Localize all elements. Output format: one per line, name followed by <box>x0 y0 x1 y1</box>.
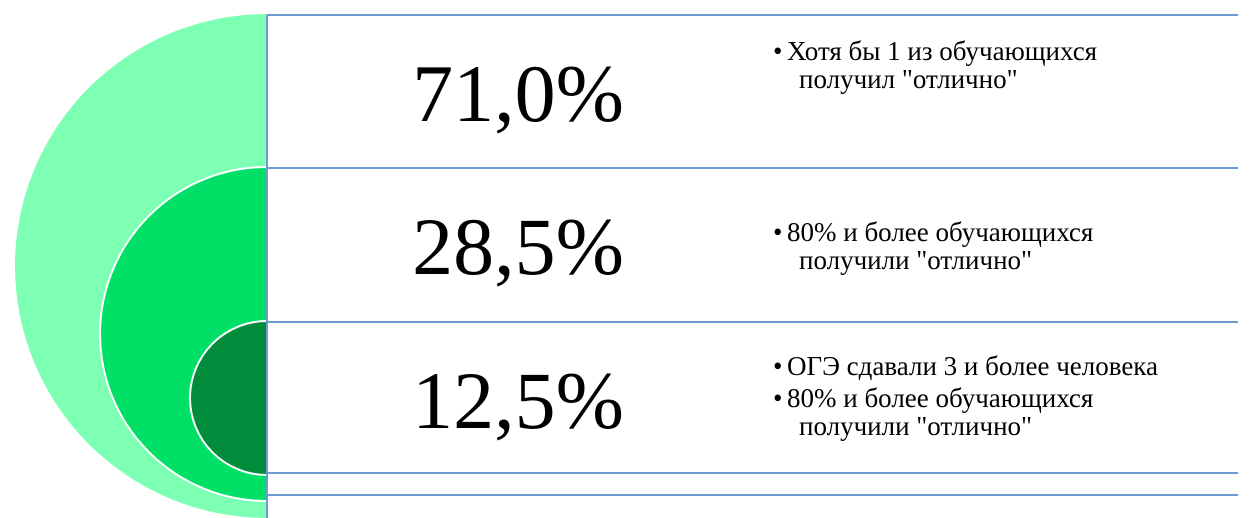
inner-arc <box>189 320 267 476</box>
bullet-text: 80% и более обучающихся <box>787 383 1094 413</box>
row: 12,5% ОГЭ сдавали 3 и более человека80% и… <box>268 322 1238 473</box>
bullet-list: ОГЭ сдавали 3 и более человека80% и боле… <box>773 352 1158 444</box>
percentage: 12,5% <box>412 355 624 446</box>
bullet-text: получил "отлично" <box>799 64 1018 94</box>
percentage: 28,5% <box>412 201 624 292</box>
row-borders <box>266 14 1238 518</box>
percentage: 71,0% <box>412 48 624 139</box>
bullet-text: получили "отлично" <box>799 411 1033 441</box>
bullet-text: получили "отлично" <box>799 245 1033 275</box>
arcs <box>15 14 267 518</box>
bullet-text: ОГЭ сдавали 3 и более человека <box>787 351 1158 381</box>
bullet-item: ОГЭ сдавали 3 и более человека <box>773 352 1158 380</box>
bullet-text: Хотя бы 1 из обучающихся <box>787 36 1098 66</box>
bullet-text: 80% и более обучающихся <box>787 217 1094 247</box>
